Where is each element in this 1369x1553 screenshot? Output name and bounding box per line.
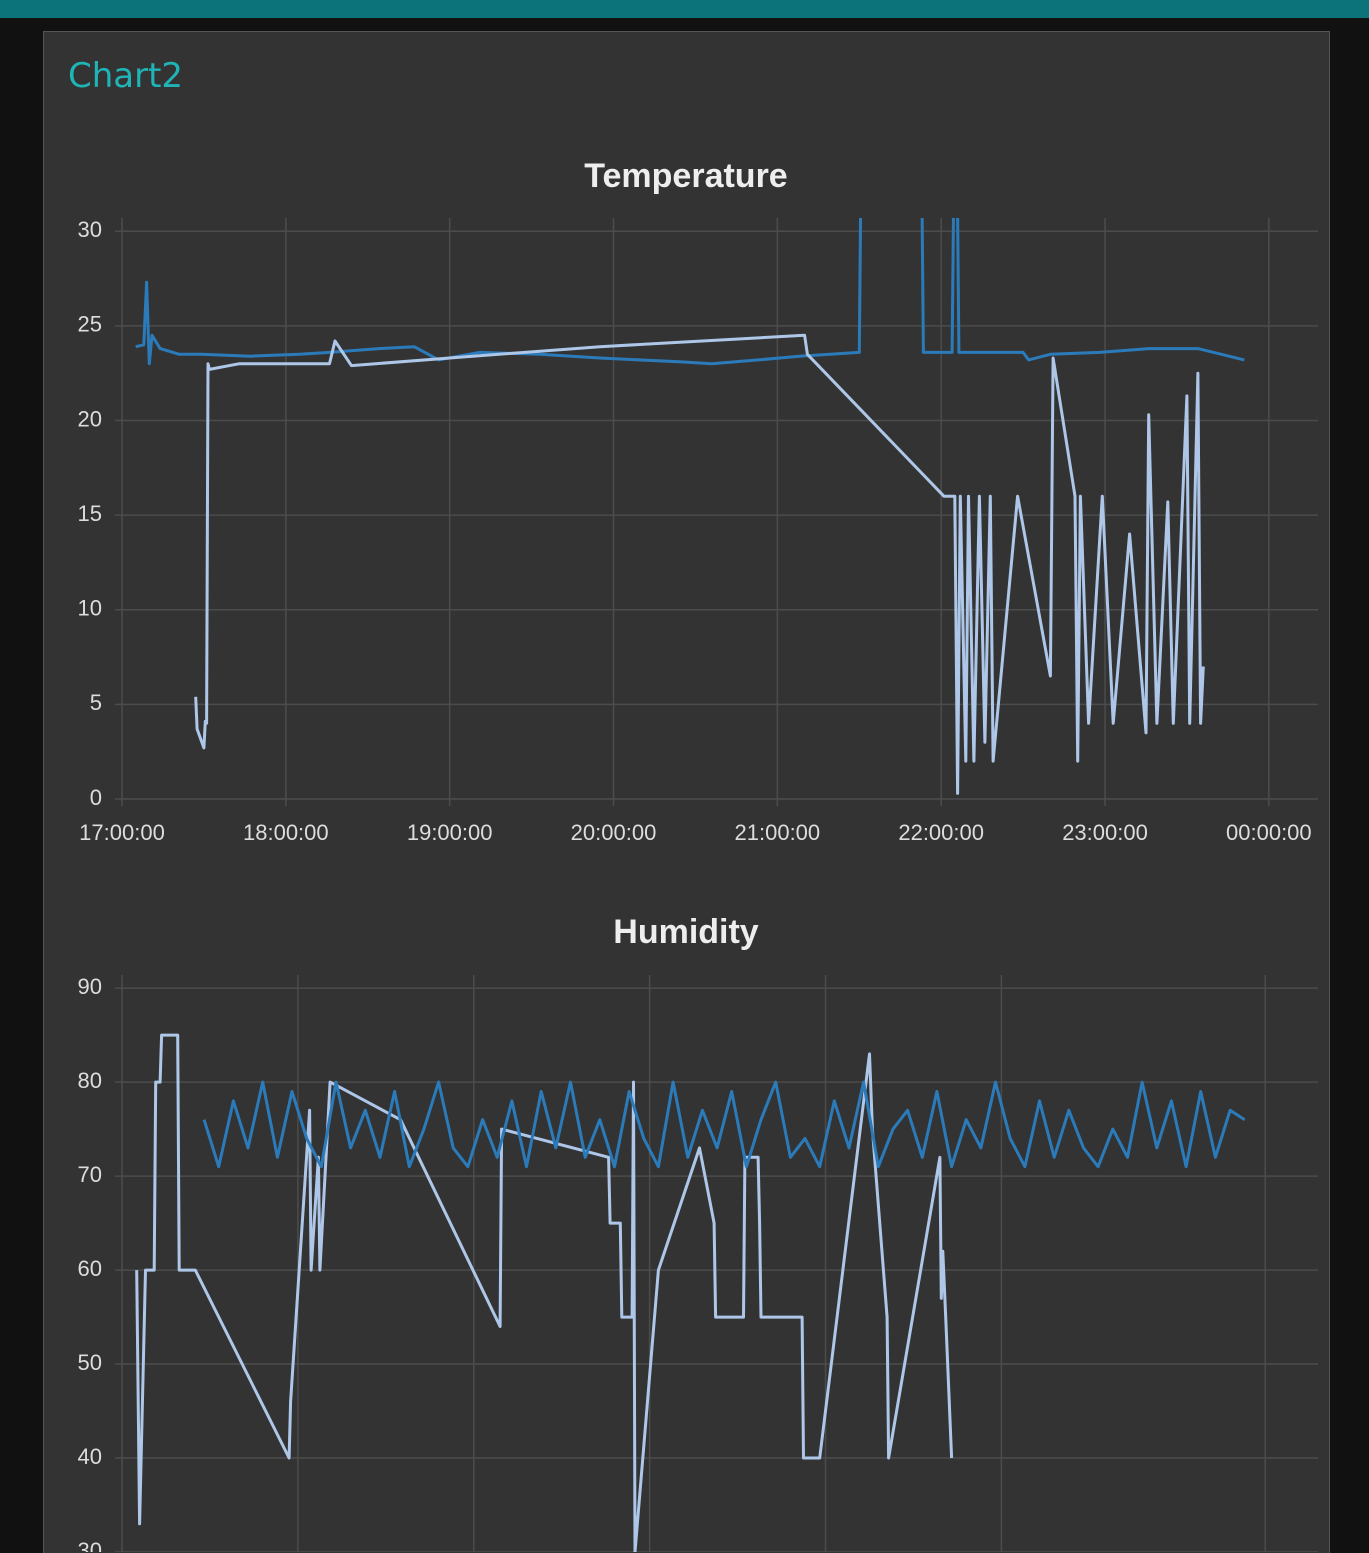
- y-tick-label: 5: [90, 690, 102, 715]
- y-tick-label: 40: [78, 1444, 102, 1469]
- group-title: Chart2: [68, 56, 184, 96]
- top-bar: [0, 0, 1369, 18]
- y-tick-label: 90: [78, 974, 102, 999]
- series-line: [194, 333, 1205, 795]
- panel: [43, 31, 1330, 1553]
- series-line: [135, 1033, 954, 1552]
- x-tick-label: 20:00:00: [571, 820, 657, 845]
- x-tick-label: 17:00:00: [79, 820, 165, 845]
- y-tick-label: 80: [78, 1068, 102, 1093]
- y-tick-label: 25: [78, 312, 102, 337]
- x-tick-label: 19:00:00: [407, 820, 493, 845]
- y-tick-label: 10: [78, 596, 102, 621]
- x-tick-label: 23:00:00: [1062, 820, 1148, 845]
- y-tick-label: 30: [78, 217, 102, 242]
- x-tick-label: 18:00:00: [243, 820, 329, 845]
- x-tick-label: 00:00:00: [1226, 820, 1312, 845]
- y-tick-label: 0: [90, 785, 102, 810]
- series-line: [202, 1080, 1246, 1169]
- y-tick-label: 15: [78, 501, 102, 526]
- y-tick-label: 30: [78, 1538, 102, 1552]
- series-line: [135, 218, 1245, 366]
- chart-title: Humidity: [613, 913, 759, 951]
- x-tick-label: 21:00:00: [735, 820, 821, 845]
- y-tick-label: 50: [78, 1350, 102, 1375]
- chart-title: Temperature: [584, 157, 787, 195]
- y-tick-label: 60: [78, 1256, 102, 1281]
- y-tick-label: 70: [78, 1162, 102, 1187]
- y-tick-label: 20: [78, 406, 102, 431]
- x-tick-label: 22:00:00: [898, 820, 984, 845]
